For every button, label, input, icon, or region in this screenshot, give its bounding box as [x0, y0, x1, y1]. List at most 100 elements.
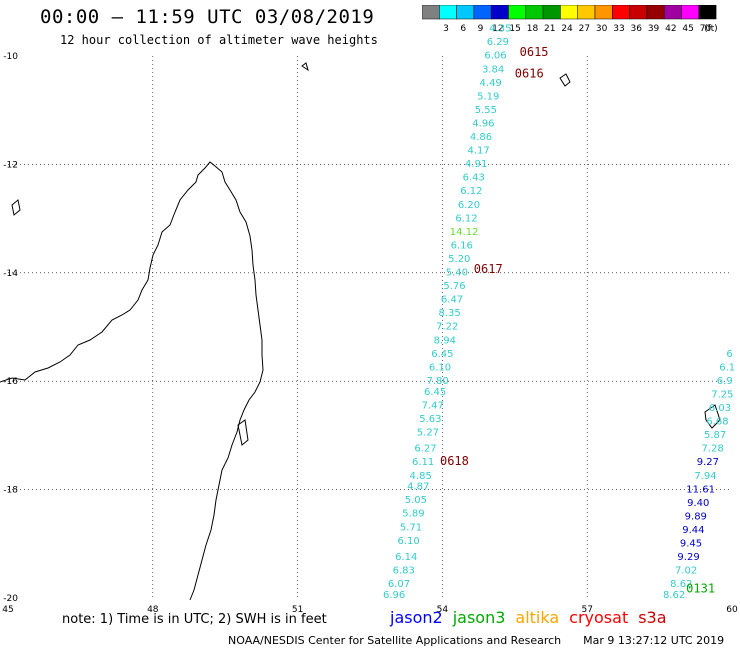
footnote: note: 1) Time is in UTC; 2) SWH is in fe… — [62, 612, 327, 627]
wave-height-reading: 5.40 — [446, 268, 468, 279]
legend-label: 15 — [509, 24, 520, 33]
wave-height-reading: 8.62 — [663, 590, 685, 601]
island-small-5 — [237, 419, 249, 446]
pass-time-label: 0618 — [440, 454, 469, 468]
wave-height-reading: 4.35 — [489, 24, 511, 35]
legend-label: 21 — [544, 24, 555, 33]
wave-height-reading: 6.16 — [451, 240, 473, 251]
wave-height-reading: 5.89 — [402, 509, 424, 520]
page-subtitle: 12 hour collection of altimeter wave hei… — [60, 33, 378, 47]
wave-height-reading: 7.28 — [702, 444, 724, 455]
wave-height-reading: 4.49 — [480, 78, 502, 89]
island-small-4 — [704, 404, 721, 429]
satellite-key: jason2 jason3 altika cryosat s3a — [390, 608, 677, 627]
legend-label: 39 — [648, 24, 660, 33]
wave-height-reading: 7.02 — [675, 566, 697, 577]
wave-height-reading: 9.27 — [697, 457, 719, 468]
lat-tick-label: -20 — [3, 594, 18, 604]
wave-height-reading: 14.12 — [450, 227, 479, 238]
wave-height-reading: 4.96 — [472, 118, 494, 129]
wave-height-reading: 6.68 — [706, 417, 728, 428]
credit-line: NOAA/NESDIS Center for Satellite Applica… — [228, 634, 724, 647]
wave-height-reading: 6.07 — [388, 579, 410, 590]
wave-height-reading: 6.27 — [414, 444, 436, 455]
wave-height-reading: 6.03 — [709, 403, 731, 414]
landmass — [0, 62, 721, 601]
satellite-name-altika: altika — [515, 608, 560, 627]
lon-tick-label: 60 — [726, 605, 738, 615]
legend-swatch — [698, 5, 717, 20]
lat-tick-label: -10 — [3, 52, 18, 62]
wave-height-reading: 4.17 — [467, 146, 489, 157]
wave-height-reading: 6.10 — [397, 536, 419, 547]
madagascar-coast — [0, 161, 264, 601]
wave-height-reading: 5.63 — [419, 414, 441, 425]
wave-height-reading: 9.45 — [680, 539, 702, 550]
color-legend: 3 6 9 12 15 18 21 24 27 30 33 36 39 42 45 70(ft) — [422, 5, 718, 33]
wave-height-reading: 9.40 — [687, 498, 709, 509]
satellite-name-s3a: s3a — [638, 608, 667, 627]
satellite-name-cryosat: cryosat — [569, 608, 629, 627]
wave-height-reading: 6.47 — [441, 295, 463, 306]
wave-height-reading: 7.22 — [436, 322, 458, 333]
lat-tick-label: -16 — [3, 377, 18, 387]
wave-height-reading: 9.29 — [677, 552, 699, 563]
wave-height-reading: 6.14 — [395, 552, 417, 563]
wave-height-reading: 6.10 — [429, 362, 451, 373]
satellite-name-jason2: jason2 — [390, 608, 443, 627]
map-grid — [8, 56, 732, 598]
legend-label: 42 — [665, 24, 676, 33]
lon-tick-label: 48 — [147, 605, 159, 615]
wave-height-reading: 3.84 — [482, 64, 504, 75]
wave-height-reading: 6.29 — [487, 37, 509, 48]
island-small-1 — [11, 199, 21, 216]
lon-tick-label: 57 — [581, 605, 592, 615]
wave-height-reading: 6.83 — [393, 566, 415, 577]
wave-height-reading: 7.25 — [711, 389, 733, 400]
wave-height-reading: 6.12 — [455, 213, 477, 224]
legend-label: 18 — [527, 24, 539, 33]
wave-height-reading: 6.45 — [431, 349, 453, 360]
wave-height-reading: 4.87 — [407, 482, 429, 493]
wave-height-reading: 5.20 — [448, 254, 470, 265]
pass-time-label: 0616 — [515, 67, 544, 81]
wave-height-reading: 7.47 — [422, 400, 444, 411]
legend-label: 33 — [613, 24, 624, 33]
legend-label: 45 — [682, 24, 693, 33]
legend-label: 30 — [596, 24, 608, 33]
wave-height-reading: 9.44 — [682, 525, 704, 536]
wave-height-reading: 7.94 — [694, 471, 716, 482]
wave-height-reading: 6.45 — [424, 387, 446, 398]
pass-time-label: 0131 — [686, 582, 715, 596]
wave-height-reading: 5.87 — [704, 430, 726, 441]
wave-height-reading: 4.91 — [465, 159, 487, 170]
wave-height-reading: 6.20 — [458, 200, 480, 211]
legend-label: 70 — [700, 24, 712, 33]
wave-height-reading: 5.55 — [475, 105, 497, 116]
legend-label: 6 — [460, 24, 466, 33]
wave-height-reading: 7.80 — [426, 376, 448, 387]
island-small-2 — [559, 73, 571, 87]
legend-label: 12 — [492, 24, 503, 33]
wave-height-reading: 4.86 — [470, 132, 492, 143]
pass-time-label: 0615 — [520, 45, 549, 59]
wave-height-reading: 5.05 — [405, 495, 427, 506]
page-title: 00:00 – 11:59 UTC 03/08/2019 — [40, 6, 375, 28]
satellite-name-jason3: jason3 — [452, 608, 506, 627]
wave-height-reading: 8.94 — [434, 335, 456, 346]
lat-tick-label: -14 — [3, 269, 18, 279]
lon-tick-label: 45 — [2, 605, 13, 615]
axis-labels: 45 48 51 54 57 60 -10 -12 -14 -16 -18 -20 — [2, 52, 738, 615]
wave-height-reading: 6.1 — [719, 362, 735, 373]
legend-label: 27 — [579, 24, 590, 33]
legend-label: 24 — [561, 24, 573, 33]
wave-height-reading: 5.71 — [400, 522, 422, 533]
wave-height-reading: 6.11 — [412, 457, 434, 468]
altimeter-tracks: 6.966.076.836.146.105.715.895.054.874.85… — [383, 24, 735, 601]
wave-height-reading: 4.85 — [410, 471, 432, 482]
wave-height-reading: 5.27 — [417, 427, 439, 438]
wave-height-reading: 8.35 — [439, 308, 461, 319]
generated-timestamp: Mar 9 13:27:12 UTC 2019 — [583, 634, 725, 647]
wave-height-reading: 8.62 — [670, 579, 692, 590]
wave-height-reading: 9.89 — [685, 511, 707, 522]
